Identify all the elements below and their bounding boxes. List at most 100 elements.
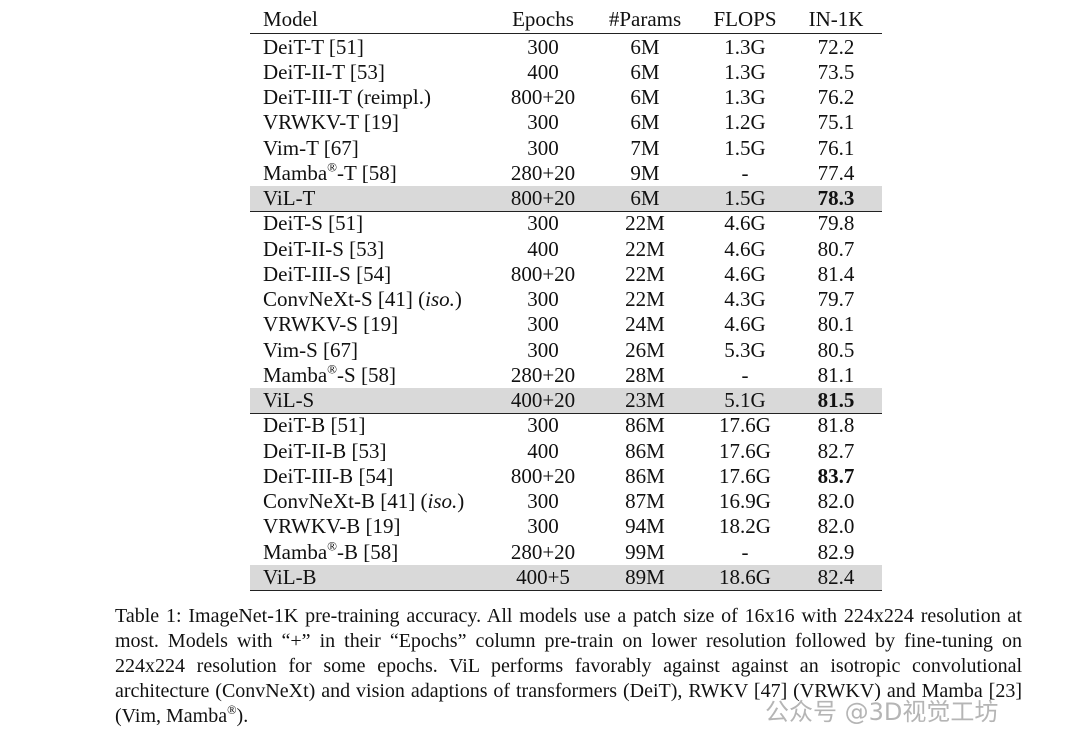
value-cell: 80.1 <box>817 312 855 337</box>
value-cell: 4.6G <box>724 261 766 286</box>
value-cell: 89M <box>625 564 665 589</box>
value-cell: 99M <box>625 539 665 564</box>
value-cell: 300 <box>527 413 559 438</box>
value-cell: 280+20 <box>510 539 576 564</box>
value-cell: - <box>741 160 749 185</box>
value-cell: 17.6G <box>719 413 771 438</box>
value-cell: 6M <box>630 59 660 84</box>
value-cell: 400 <box>527 438 559 463</box>
value-cell: 79.8 <box>817 211 855 236</box>
model-cell: DeiT-II-B [53] <box>263 438 387 463</box>
value-cell: 82.7 <box>817 438 855 463</box>
value-cell: 300 <box>527 489 559 513</box>
value-cell: 300 <box>527 287 559 311</box>
model-cell: DeiT-II-T [53] <box>263 59 385 84</box>
highlight-band <box>250 388 882 413</box>
value-cell: 73.5 <box>817 59 855 84</box>
model-cell: ViL-S <box>263 388 315 412</box>
value-cell: 6M <box>630 34 660 59</box>
value-cell: 300 <box>527 211 559 236</box>
value-cell: 82.9 <box>817 539 855 564</box>
value-cell: 400 <box>527 236 559 261</box>
value-cell: 280+20 <box>510 160 576 185</box>
value-cell: 81.4 <box>817 261 855 286</box>
value-cell: 800+20 <box>510 261 576 286</box>
header-cell: #Params <box>608 7 682 31</box>
value-cell: 800+20 <box>510 463 576 488</box>
value-cell: 17.6G <box>719 438 771 463</box>
value-cell: 9M <box>630 160 660 185</box>
value-cell: 82.4 <box>817 564 855 589</box>
value-cell: 5.1G <box>724 388 766 412</box>
rule <box>250 210 882 213</box>
value-cell: 1.2G <box>724 110 766 135</box>
rule <box>250 33 882 35</box>
value-cell: 76.1 <box>817 135 855 160</box>
value-cell: 94M <box>625 514 665 539</box>
value-cell: 1.3G <box>724 59 766 84</box>
model-cell: DeiT-B [51] <box>263 413 366 438</box>
rule <box>250 589 882 591</box>
value-cell: 400+20 <box>510 388 576 412</box>
model-cell: Mamba®-T [58] <box>263 159 397 185</box>
value-cell: 80.5 <box>817 337 855 362</box>
value-cell: 5.3G <box>724 337 766 362</box>
value-cell: 7M <box>630 135 660 160</box>
value-cell: 87M <box>625 489 665 513</box>
value-cell: 77.4 <box>817 160 855 185</box>
value-cell: 18.2G <box>719 514 771 539</box>
value-cell: 4.3G <box>724 287 766 311</box>
value-cell: 76.2 <box>817 85 855 109</box>
header-cell: Epochs <box>512 7 574 31</box>
value-cell: 4.6G <box>724 312 766 337</box>
rule <box>250 412 882 415</box>
value-cell: 24M <box>625 312 665 337</box>
value-cell: 86M <box>625 463 665 488</box>
value-cell: 1.5G <box>724 135 766 160</box>
model-cell: DeiT-II-S [53] <box>263 236 385 261</box>
value-cell: 4.6G <box>724 236 766 261</box>
model-cell: Vim-S [67] <box>263 337 358 362</box>
value-cell: 1.5G <box>724 186 766 210</box>
value-cell: 78.3 <box>817 186 855 210</box>
model-cell: Mamba®-B [58] <box>263 538 399 564</box>
value-cell: 300 <box>527 337 559 362</box>
highlight-band <box>250 564 882 590</box>
value-cell: 18.6G <box>719 564 771 589</box>
watermark: 公众号 @3D视觉工坊 <box>765 698 999 726</box>
value-cell: 83.7 <box>817 463 855 488</box>
model-cell: VRWKV-S [19] <box>263 312 399 337</box>
model-cell: VRWKV-T [19] <box>263 110 399 135</box>
header-cell: IN-1K <box>808 7 864 31</box>
value-cell: 800+20 <box>510 85 576 109</box>
value-cell: 300 <box>527 135 559 160</box>
header-cell: FLOPS <box>713 7 777 31</box>
value-cell: 22M <box>625 287 665 311</box>
model-cell: VRWKV-B [19] <box>263 514 401 539</box>
value-cell: 300 <box>527 312 559 337</box>
value-cell: 6M <box>630 186 660 210</box>
value-cell: 81.5 <box>817 388 855 412</box>
value-cell: - <box>741 539 749 564</box>
value-cell: 22M <box>625 236 665 261</box>
value-cell: 300 <box>527 110 559 135</box>
value-cell: 82.0 <box>817 514 855 539</box>
value-cell: 800+20 <box>510 186 576 210</box>
value-cell: 81.8 <box>817 413 855 438</box>
value-cell: 400+5 <box>516 564 570 589</box>
value-cell: 6M <box>630 110 660 135</box>
value-cell: - <box>741 362 749 387</box>
value-cell: 80.7 <box>817 236 855 261</box>
value-cell: 6M <box>630 85 660 109</box>
model-cell: DeiT-III-T (reimpl.) <box>263 85 431 109</box>
value-cell: 280+20 <box>510 362 576 387</box>
value-cell: 4.6G <box>724 211 766 236</box>
value-cell: 400 <box>527 59 559 84</box>
value-cell: 86M <box>625 438 665 463</box>
value-cell: 17.6G <box>719 463 771 488</box>
header-cell: Model <box>263 7 318 31</box>
model-cell: DeiT-III-B [54] <box>263 463 394 488</box>
value-cell: 28M <box>625 362 665 387</box>
value-cell: 26M <box>625 337 665 362</box>
value-cell: 16.9G <box>719 489 771 513</box>
